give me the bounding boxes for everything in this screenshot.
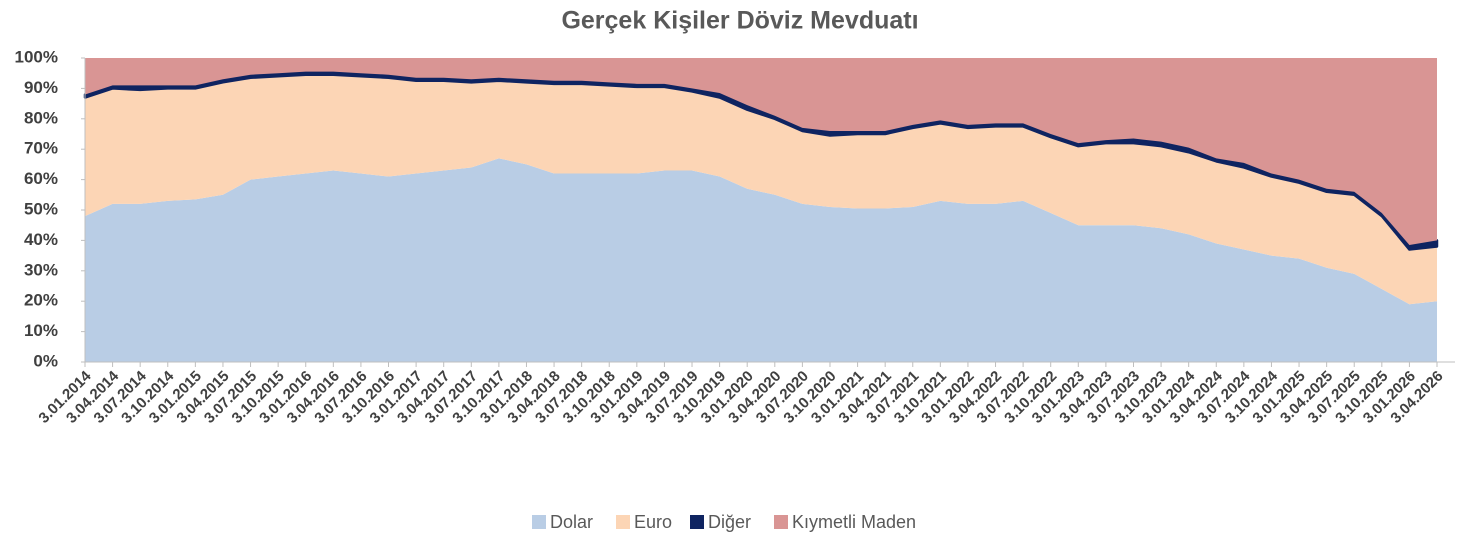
legend-label: Kıymetli Maden <box>792 512 916 532</box>
chart-title: Gerçek Kişiler Döviz Mevduatı <box>561 7 918 35</box>
y-tick-label: 30% <box>24 260 58 279</box>
y-tick-label: 100% <box>15 47 58 66</box>
area <box>85 58 1437 245</box>
y-tick-label: 40% <box>24 230 58 249</box>
y-tick-label: 70% <box>24 139 58 158</box>
legend-swatch <box>774 515 788 529</box>
y-tick-label: 20% <box>24 291 58 310</box>
y-tick-label: 80% <box>24 108 58 127</box>
area <box>83 70 1439 251</box>
legend-swatch <box>532 515 546 529</box>
y-tick-label: 0% <box>33 351 58 370</box>
y-tick-label: 10% <box>24 321 58 340</box>
legend-swatch <box>690 515 704 529</box>
legend-label: Euro <box>634 512 672 532</box>
y-tick-label: 60% <box>24 169 58 188</box>
area <box>85 74 1437 305</box>
area <box>85 158 1437 362</box>
y-tick-label: 50% <box>24 199 58 218</box>
y-tick-label: 90% <box>24 78 58 97</box>
legend-swatch <box>616 515 630 529</box>
legend-label: Dolar <box>550 512 593 532</box>
legend-label: Diğer <box>708 512 751 532</box>
